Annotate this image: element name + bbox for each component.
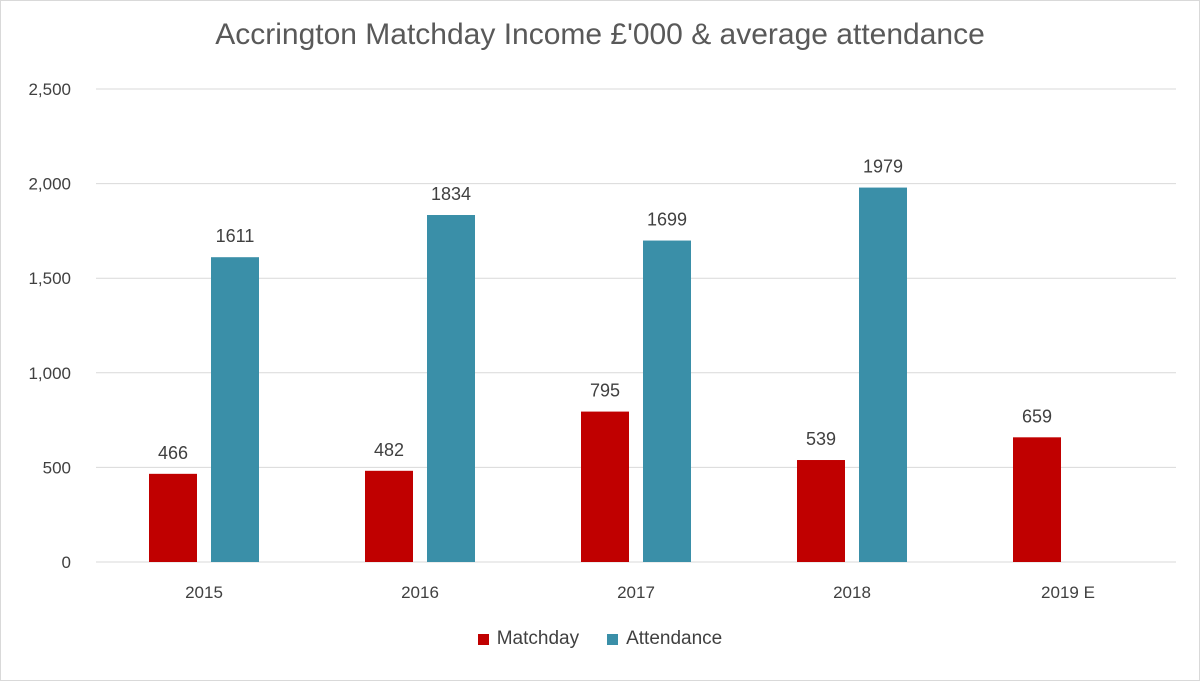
y-tick-label: 1,000 xyxy=(28,364,71,383)
data-label-matchday: 482 xyxy=(374,440,404,460)
chart-legend: Matchday Attendance xyxy=(0,628,1200,650)
data-label-matchday: 466 xyxy=(158,443,188,463)
bar-matchday xyxy=(797,460,845,562)
data-label-attendance: 1699 xyxy=(647,210,687,230)
y-tick-label: 2,000 xyxy=(28,175,71,194)
data-label-matchday: 795 xyxy=(590,381,620,401)
data-label-matchday: 539 xyxy=(806,429,836,449)
bar-attendance xyxy=(859,187,907,563)
legend-item-matchday: Matchday xyxy=(477,628,580,650)
bar-attendance xyxy=(427,215,475,562)
y-tick-label: 500 xyxy=(43,458,71,477)
x-tick-label: 2015 xyxy=(185,583,223,602)
bar-matchday xyxy=(365,470,413,562)
x-tick-label: 2018 xyxy=(833,583,871,602)
y-tick-label: 1,500 xyxy=(28,269,71,288)
legend-swatch-attendance xyxy=(607,633,619,645)
chart-title: Accrington Matchday Income £'000 & avera… xyxy=(215,18,985,51)
data-label-attendance: 1611 xyxy=(216,226,255,246)
y-tick-label: 0 xyxy=(62,553,71,572)
x-tick-label: 2016 xyxy=(401,583,439,602)
legend-item-attendance: Attendance xyxy=(607,628,722,650)
x-tick-label: 2019 E xyxy=(1041,583,1095,602)
x-tick-label: 2017 xyxy=(617,583,655,602)
data-label-attendance: 1834 xyxy=(431,184,471,204)
data-label-matchday: 659 xyxy=(1022,406,1052,426)
legend-label-attendance: Attendance xyxy=(626,628,723,649)
bar-attendance xyxy=(643,240,691,562)
bar-matchday xyxy=(581,411,629,562)
bar-matchday xyxy=(149,473,197,562)
bar-attendance xyxy=(211,257,259,562)
bar-matchday xyxy=(1013,437,1061,562)
data-label-attendance: 1979 xyxy=(863,157,903,177)
legend-label-matchday: Matchday xyxy=(496,628,580,649)
y-tick-label: 2,500 xyxy=(28,80,71,99)
legend-swatch-matchday xyxy=(477,633,489,645)
